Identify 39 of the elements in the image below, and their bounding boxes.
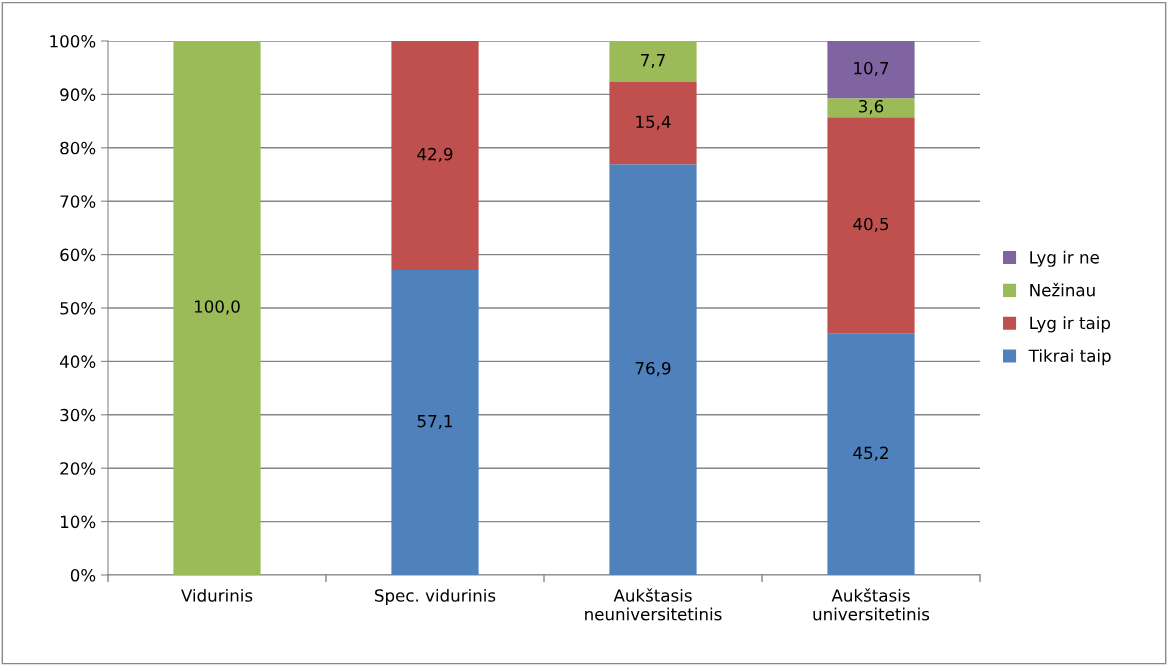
y-tick-label: 30% bbox=[60, 408, 96, 422]
x-tick-label: Aukštasis universitetinis bbox=[813, 588, 930, 621]
data-label: 76,9 bbox=[635, 361, 671, 377]
bar bbox=[827, 98, 915, 118]
legend-label: Nežinau bbox=[1030, 282, 1095, 297]
data-label: 57,1 bbox=[417, 414, 453, 430]
bar bbox=[173, 41, 261, 575]
bar bbox=[609, 41, 697, 83]
data-label: 15,4 bbox=[636, 115, 671, 130]
x-tick-label: Aukštasis neuniversitetinis bbox=[585, 588, 722, 621]
data-label: 42,9 bbox=[417, 147, 453, 163]
legend-label: Lyg ir ne bbox=[1030, 250, 1099, 267]
bar bbox=[391, 270, 479, 575]
y-tick-label: 50% bbox=[60, 301, 96, 315]
y-tick-label: 80% bbox=[60, 141, 96, 155]
data-label: 10,7 bbox=[854, 61, 889, 77]
legend-label: Lyg ir taip bbox=[1030, 316, 1111, 333]
y-tick-label: 70% bbox=[60, 195, 96, 208]
data-label: 45,2 bbox=[853, 446, 888, 461]
y-tick-label: 90% bbox=[60, 88, 96, 101]
bar bbox=[827, 41, 915, 99]
legend-label: Tikrai taip bbox=[1028, 349, 1111, 366]
x-tick-label: Spec. vidurinis bbox=[375, 588, 496, 606]
y-tick-label: 0% bbox=[70, 568, 96, 582]
y-tick-label: 20% bbox=[60, 462, 96, 475]
data-label: 3,6 bbox=[859, 99, 884, 115]
bar bbox=[827, 333, 915, 575]
data-label: 40,5 bbox=[853, 217, 889, 233]
y-tick-label: 40% bbox=[59, 355, 96, 368]
bar bbox=[391, 41, 479, 271]
bar bbox=[609, 164, 697, 575]
data-label: 7,7 bbox=[641, 54, 665, 69]
bar bbox=[827, 117, 915, 334]
bar bbox=[609, 82, 697, 165]
data-label: 100,0 bbox=[194, 300, 240, 315]
y-tick-label: 60% bbox=[60, 248, 96, 262]
y-tick-label: 100% bbox=[50, 34, 96, 48]
x-tick-label: Vidurinis bbox=[181, 588, 253, 602]
y-tick-label: 10% bbox=[60, 515, 96, 529]
